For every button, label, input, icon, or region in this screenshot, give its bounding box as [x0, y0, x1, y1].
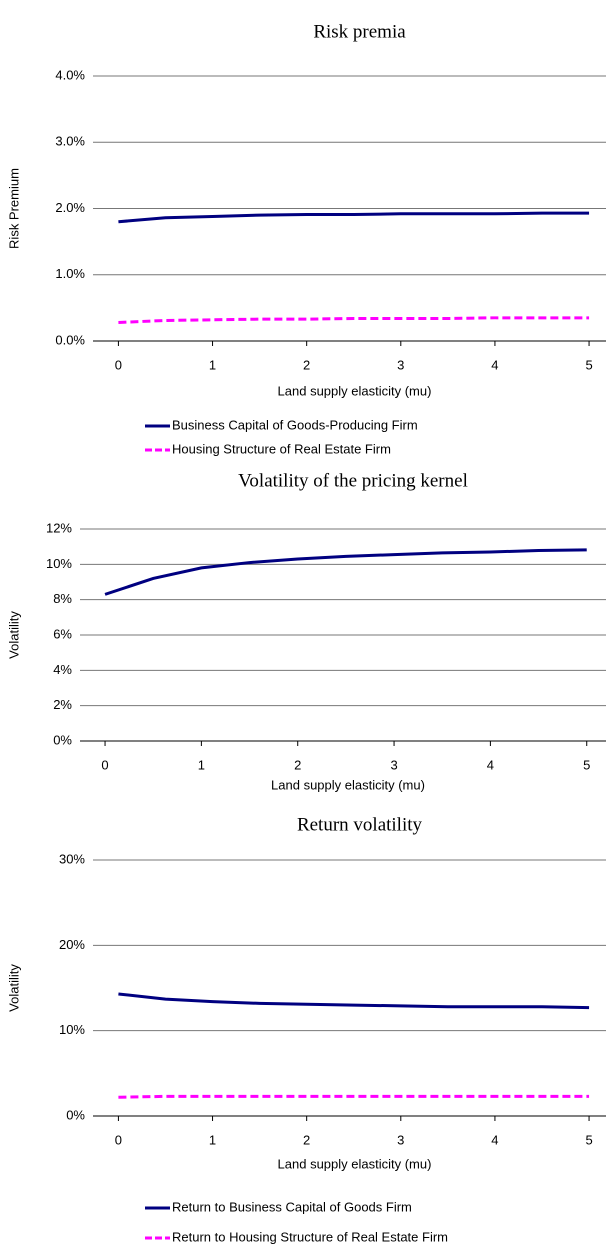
x-tick-label: 0	[101, 757, 108, 772]
y-tick-label: 20%	[59, 937, 85, 952]
series-line	[104, 548, 587, 596]
x-tick-label: 3	[397, 357, 404, 372]
y-tick-label: 8%	[53, 591, 72, 606]
x-tick-label: 2	[303, 357, 310, 372]
legend-label: Housing Structure of Real Estate Firm	[172, 441, 391, 456]
y-tick-label: 1.0%	[55, 266, 85, 281]
y-axis-label: Volatility	[6, 964, 21, 1012]
y-tick-label: 3.0%	[55, 134, 85, 149]
legend-label: Return to Housing Structure of Real Esta…	[172, 1229, 448, 1244]
x-tick-label: 4	[491, 357, 498, 372]
chart-title: Return volatility	[297, 814, 423, 835]
x-tick-label: 2	[294, 757, 301, 772]
chart-title: Volatility of the pricing kernel	[238, 470, 468, 491]
y-tick-label: 2%	[53, 697, 72, 712]
series-line	[118, 211, 590, 224]
x-tick-label: 4	[491, 1132, 498, 1147]
series-line	[118, 1094, 590, 1099]
y-tick-label: 10%	[46, 556, 72, 571]
x-tick-label: 0	[115, 1132, 122, 1147]
y-tick-label: 0%	[66, 1107, 85, 1122]
x-tick-label: 2	[303, 1132, 310, 1147]
y-tick-label: 2.0%	[55, 200, 85, 215]
y-tick-label: 10%	[59, 1022, 85, 1037]
x-tick-label: 1	[209, 1132, 216, 1147]
x-tick-label: 5	[585, 1132, 592, 1147]
x-axis-label: Land supply elasticity (mu)	[278, 383, 432, 398]
y-tick-label: 4%	[53, 662, 72, 677]
y-tick-label: 12%	[46, 520, 72, 535]
y-axis-label: Risk Premium	[6, 168, 21, 249]
x-tick-label: 3	[397, 1132, 404, 1147]
series-line	[118, 316, 590, 324]
y-tick-label: 0%	[53, 732, 72, 747]
x-tick-label: 4	[487, 757, 494, 772]
y-tick-label: 4.0%	[55, 67, 85, 82]
y-axis-label: Volatility	[6, 611, 21, 659]
x-tick-label: 3	[390, 757, 397, 772]
chart-title: Risk premia	[313, 21, 406, 42]
x-tick-label: 1	[198, 757, 205, 772]
x-tick-label: 5	[585, 357, 592, 372]
x-axis-label: Land supply elasticity (mu)	[278, 1156, 432, 1171]
x-tick-label: 0	[115, 357, 122, 372]
x-tick-label: 5	[583, 757, 590, 772]
legend-label: Business Capital of Goods-Producing Firm	[172, 417, 418, 432]
x-axis-label: Land supply elasticity (mu)	[271, 777, 425, 792]
series-line	[118, 992, 590, 1010]
y-tick-label: 30%	[59, 851, 85, 866]
y-tick-label: 6%	[53, 626, 72, 641]
y-tick-label: 0.0%	[55, 332, 85, 347]
x-tick-label: 1	[209, 357, 216, 372]
legend-label: Return to Business Capital of Goods Firm	[172, 1199, 412, 1214]
